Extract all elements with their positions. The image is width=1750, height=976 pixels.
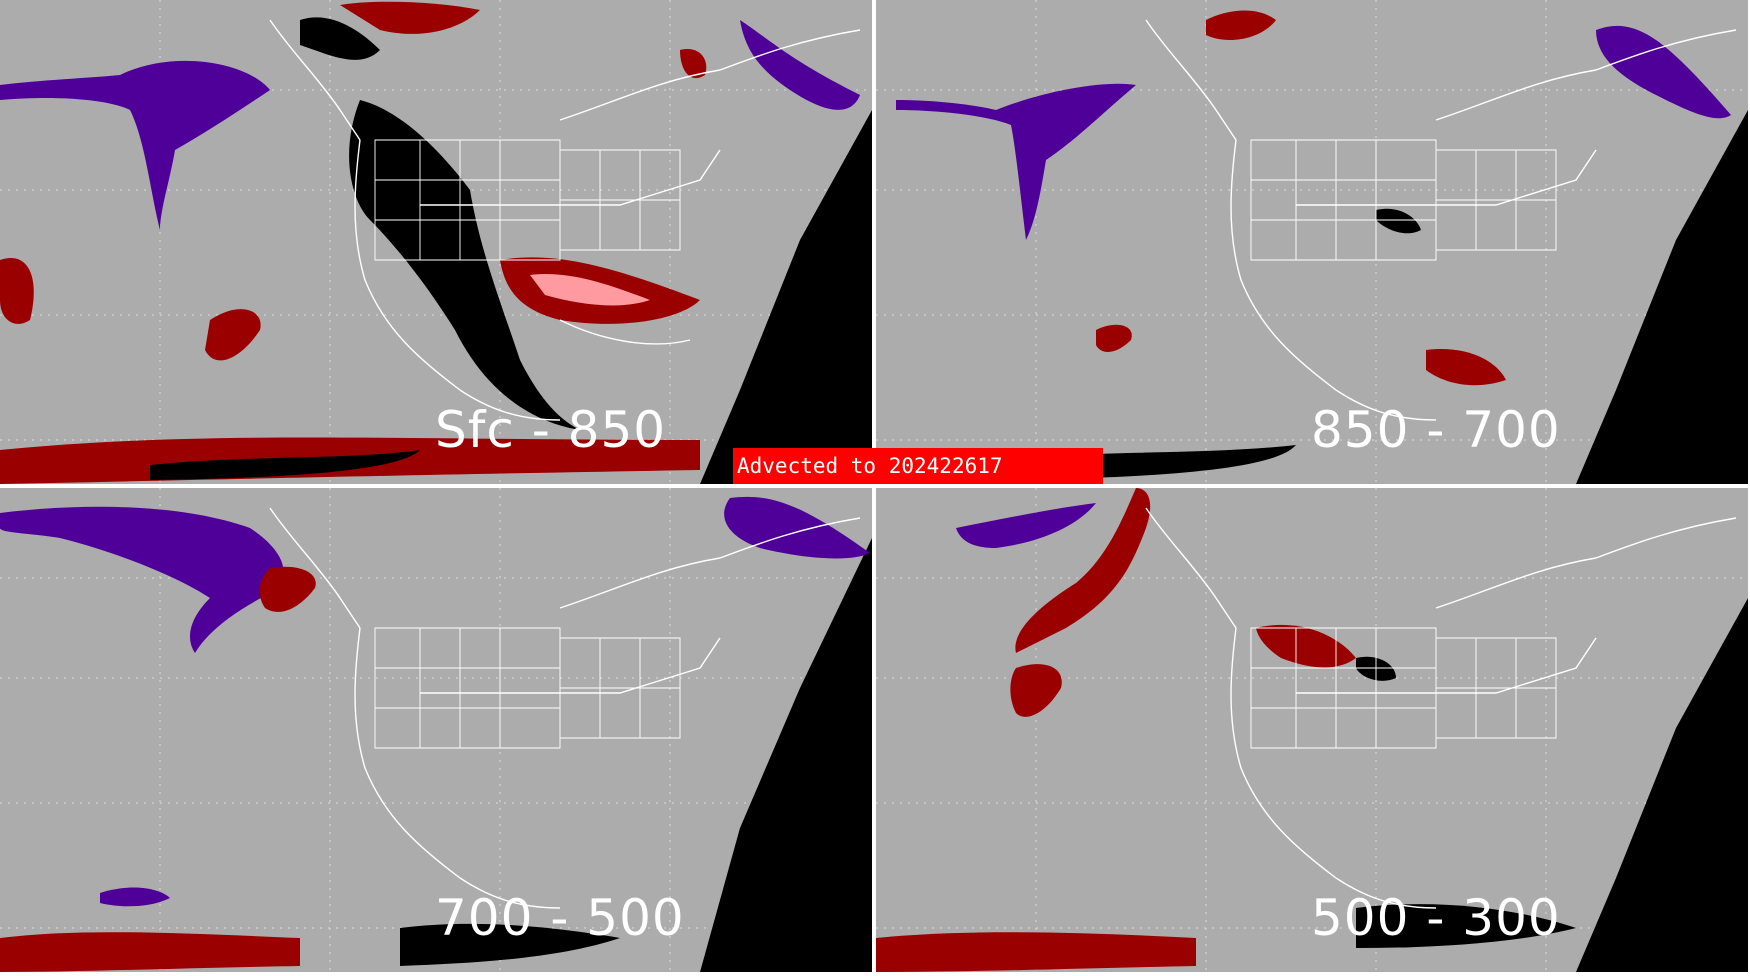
map-sfc-850 bbox=[0, 0, 872, 484]
red-band-south bbox=[0, 932, 300, 972]
purple-pacific-small bbox=[100, 887, 170, 907]
horizontal-divider bbox=[0, 484, 1750, 488]
coastlines bbox=[1145, 19, 1737, 421]
black-plains bbox=[1376, 208, 1421, 234]
panel-700-500: 700 - 500 bbox=[0, 488, 872, 972]
map-500-300 bbox=[876, 488, 1748, 972]
black-band-south bbox=[150, 450, 420, 480]
layer-label: 500 - 300 bbox=[1311, 889, 1561, 947]
black-band-south bbox=[400, 923, 620, 966]
state-boundaries bbox=[374, 627, 681, 749]
state-boundaries bbox=[374, 139, 681, 261]
outside-disk bbox=[700, 538, 872, 972]
coastlines bbox=[1145, 507, 1737, 909]
red-east-pacific bbox=[0, 258, 34, 324]
layer-label: 850 - 700 bbox=[1311, 401, 1561, 459]
outside-disk bbox=[1576, 110, 1748, 484]
purple-northeast bbox=[724, 496, 870, 559]
red-alaska bbox=[1206, 10, 1276, 40]
red-pacific bbox=[205, 309, 261, 361]
purple-northeast bbox=[1596, 25, 1731, 119]
panel-850-700: 850 - 700 bbox=[876, 0, 1748, 484]
black-west bbox=[349, 100, 580, 430]
purple-plume bbox=[0, 506, 284, 653]
purple-plume bbox=[0, 60, 270, 231]
panel-500-300: 500 - 300 bbox=[876, 488, 1748, 972]
vertical-divider bbox=[872, 0, 876, 976]
outside-disk bbox=[700, 110, 872, 484]
red-pacific bbox=[1096, 324, 1132, 352]
purple-plume bbox=[896, 83, 1136, 240]
red-atlantic bbox=[680, 49, 707, 79]
purple-pacific bbox=[956, 503, 1096, 548]
coastlines bbox=[269, 19, 861, 421]
outside-disk bbox=[1576, 598, 1748, 972]
red-pacific-plume bbox=[259, 566, 316, 612]
red-alaska bbox=[340, 1, 480, 34]
black-north bbox=[300, 17, 380, 60]
red-jet bbox=[1015, 488, 1151, 653]
banner-value: 202422617 bbox=[888, 454, 1003, 478]
pink-tropics bbox=[530, 274, 650, 306]
state-boundaries bbox=[1250, 139, 1557, 261]
red-pacific bbox=[1010, 664, 1062, 717]
red-band-south bbox=[876, 932, 1196, 972]
state-boundaries bbox=[1250, 627, 1557, 749]
black-band-south bbox=[1356, 904, 1576, 948]
layer-label: Sfc - 850 bbox=[435, 401, 667, 459]
coastlines bbox=[269, 507, 861, 909]
red-tropics bbox=[1426, 349, 1506, 386]
panel-sfc-850: Sfc - 850 bbox=[0, 0, 872, 484]
banner-label: Advected to bbox=[737, 454, 877, 478]
purple-northeast bbox=[740, 20, 860, 110]
layer-label: 700 - 500 bbox=[435, 889, 685, 947]
map-850-700 bbox=[876, 0, 1748, 484]
advection-banner: Advected to 202422617 bbox=[733, 448, 1103, 484]
map-700-500 bbox=[0, 488, 872, 972]
red-plains bbox=[1256, 624, 1356, 668]
